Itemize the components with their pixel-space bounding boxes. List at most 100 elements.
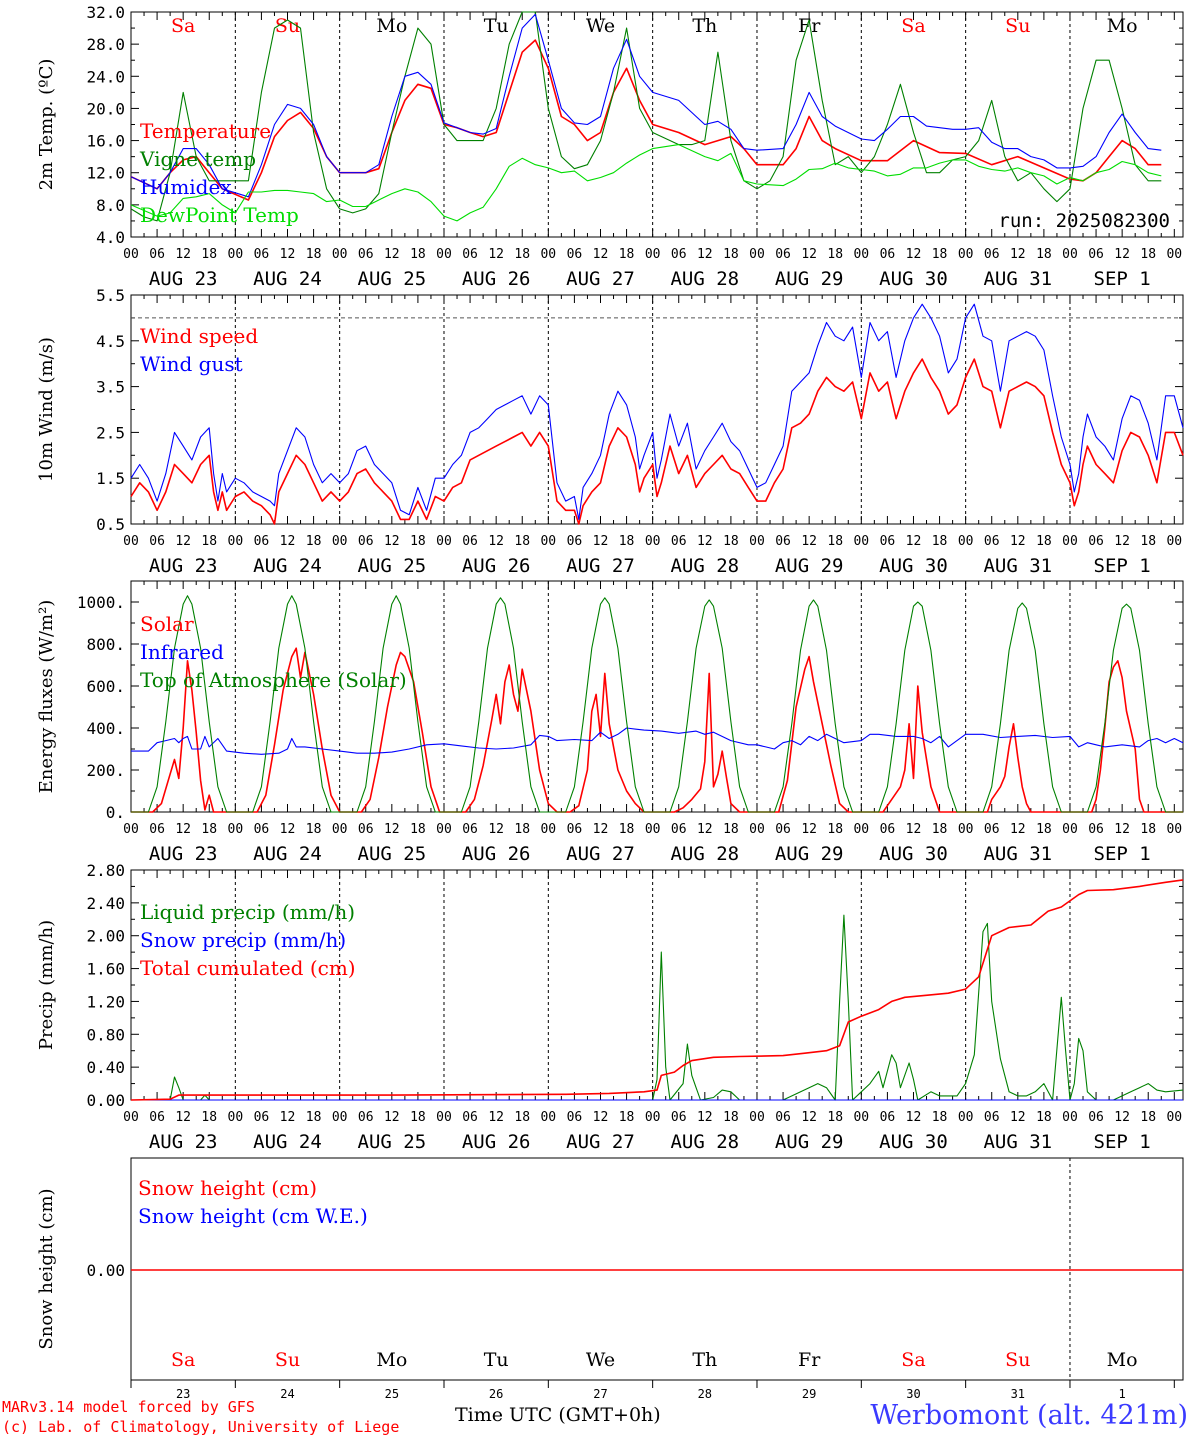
panel-frame-snow <box>130 1157 1184 1381</box>
hour-tick-label: 18 <box>514 822 530 837</box>
y-tick-label: 12.0 <box>86 164 125 183</box>
legend-entry: Top of Atmosphere (Solar) <box>140 668 407 692</box>
series-line-dewpoint-temp <box>130 144 1162 222</box>
y-tick-label: 28.0 <box>86 35 125 54</box>
hour-tick-label: 06 <box>984 1110 1000 1125</box>
hour-tick-label: 00 <box>228 1110 244 1125</box>
hour-tick-label: 00 <box>749 247 765 262</box>
weekday-label: Mo <box>1107 15 1138 37</box>
hour-tick-label: 12 <box>906 247 922 262</box>
hour-tick-label: 00 <box>645 247 661 262</box>
y-tick-label: 1000. <box>77 593 125 612</box>
date-label: AUG 26 <box>462 843 531 865</box>
hour-tick-label: 12 <box>1010 534 1026 549</box>
weekday-label: We <box>586 1349 615 1371</box>
y-tick-label: 4.0 <box>96 228 125 247</box>
weekday-label: Su <box>1005 15 1030 37</box>
hour-tick-label: 06 <box>775 822 791 837</box>
date-label: AUG 27 <box>566 555 635 577</box>
weekday-label: Th <box>692 15 717 37</box>
hour-tick-label: 12 <box>697 822 713 837</box>
hour-tick-label: 18 <box>827 247 843 262</box>
hour-tick-label: 12 <box>384 247 400 262</box>
hour-tick-label: 00 <box>1166 822 1182 837</box>
hour-tick-label: 18 <box>723 534 739 549</box>
hour-tick-label: 00 <box>749 1110 765 1125</box>
date-label: AUG 27 <box>566 1131 635 1153</box>
hour-tick-label: 00 <box>1166 534 1182 549</box>
hour-tick-label: 00 <box>853 822 869 837</box>
hour-tick-label: 12 <box>175 1110 191 1125</box>
hour-tick-label: 06 <box>254 247 270 262</box>
hour-tick-label: 06 <box>1088 247 1104 262</box>
hour-tick-label: 00 <box>436 534 452 549</box>
day-number-label: 26 <box>489 1387 503 1401</box>
panel-frame-energy <box>130 580 1184 813</box>
hour-tick-label: 06 <box>775 247 791 262</box>
hour-tick-label: 12 <box>175 822 191 837</box>
hour-tick-label: 18 <box>1140 822 1156 837</box>
hour-tick-label: 06 <box>358 247 374 262</box>
hour-tick-label: 18 <box>306 822 322 837</box>
y-tick-label: 0.80 <box>86 1025 125 1044</box>
y-axis-title: Energy fluxes (W/m²) <box>36 600 57 794</box>
hour-tick-label: 18 <box>201 247 217 262</box>
y-tick-label: 400. <box>86 719 125 738</box>
y-tick-label: 2.40 <box>86 894 125 913</box>
hour-tick-label: 18 <box>410 822 426 837</box>
legend-entry: Solar <box>140 612 194 636</box>
date-label: AUG 25 <box>358 1131 427 1153</box>
hour-tick-label: 12 <box>593 1110 609 1125</box>
hour-tick-label: 12 <box>697 247 713 262</box>
hour-tick-label: 00 <box>645 822 661 837</box>
date-label: AUG 30 <box>879 555 948 577</box>
date-label: AUG 24 <box>253 268 322 290</box>
hour-tick-label: 06 <box>984 247 1000 262</box>
hour-tick-label: 00 <box>540 1110 556 1125</box>
date-label: AUG 31 <box>983 268 1052 290</box>
hour-tick-label: 06 <box>775 534 791 549</box>
series-line-wind-gust <box>130 303 1184 520</box>
y-tick-label: 2.00 <box>86 927 125 946</box>
hour-tick-label: 12 <box>697 1110 713 1125</box>
hour-tick-label: 18 <box>1140 534 1156 549</box>
date-label: AUG 29 <box>775 268 844 290</box>
day-number-label: 25 <box>385 1387 399 1401</box>
hour-tick-label: 18 <box>827 1110 843 1125</box>
date-label: AUG 28 <box>670 1131 739 1153</box>
hour-tick-label: 00 <box>540 534 556 549</box>
hour-tick-label: 00 <box>1062 1110 1078 1125</box>
day-number-label: 30 <box>906 1387 920 1401</box>
series-line-humidex <box>130 13 1162 198</box>
hour-tick-label: 06 <box>567 1110 583 1125</box>
hour-tick-label: 18 <box>306 1110 322 1125</box>
y-tick-label: 2.80 <box>86 861 125 880</box>
date-label: AUG 31 <box>983 555 1052 577</box>
series-line-wind-speed <box>130 358 1184 525</box>
hour-tick-label: 06 <box>671 247 687 262</box>
hour-tick-label: 00 <box>436 822 452 837</box>
hour-tick-label: 06 <box>462 822 478 837</box>
hour-tick-label: 12 <box>697 534 713 549</box>
y-axis-title: 2m Temp. (ºC) <box>36 59 57 191</box>
hour-tick-label: 00 <box>123 247 139 262</box>
hour-tick-label: 12 <box>280 247 296 262</box>
hour-tick-label: 00 <box>436 247 452 262</box>
hour-tick-label: 06 <box>149 822 165 837</box>
hour-tick-label: 00 <box>1062 247 1078 262</box>
hour-tick-label: 12 <box>593 534 609 549</box>
hour-tick-label: 00 <box>853 247 869 262</box>
hour-tick-label: 12 <box>384 822 400 837</box>
date-label: AUG 26 <box>462 268 531 290</box>
hour-tick-label: 06 <box>1088 1110 1104 1125</box>
hour-tick-label: 18 <box>306 534 322 549</box>
hour-tick-label: 00 <box>540 247 556 262</box>
hour-tick-label: 06 <box>775 1110 791 1125</box>
hour-tick-label: 00 <box>958 822 974 837</box>
weekday-label: Tu <box>484 15 509 37</box>
hour-tick-label: 00 <box>1166 247 1182 262</box>
x-axis-title: Time UTC (GMT+0h) <box>455 1404 661 1426</box>
hour-tick-label: 12 <box>906 1110 922 1125</box>
hour-tick-label: 06 <box>984 822 1000 837</box>
date-label: AUG 25 <box>358 843 427 865</box>
